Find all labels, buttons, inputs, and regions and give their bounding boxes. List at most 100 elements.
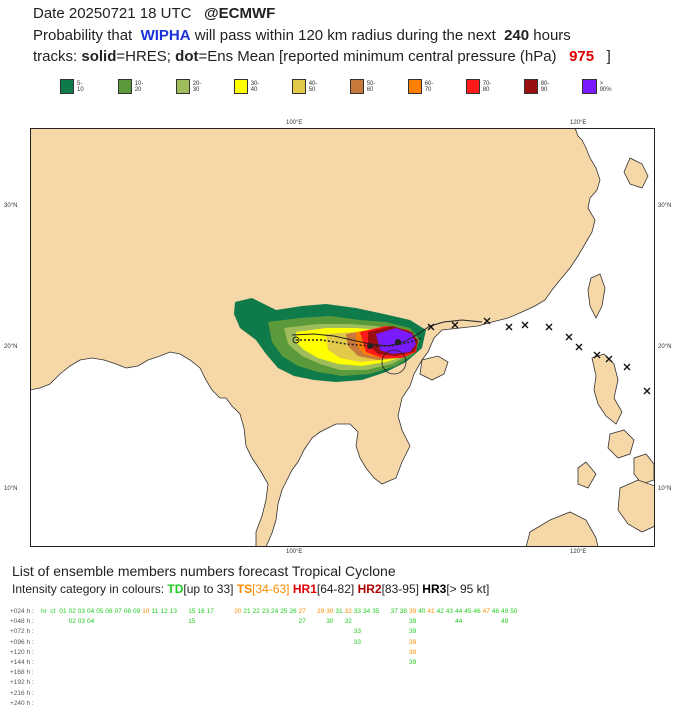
- legend-item: 10-20: [118, 79, 147, 94]
- member-cell: 29: [317, 608, 325, 615]
- row-label: +120 h :: [10, 648, 34, 656]
- lon-tick-top-120: 120°E: [570, 120, 587, 126]
- member-cell: 48: [491, 608, 500, 615]
- legend-item: 5-10: [60, 79, 87, 94]
- member-cell: 11: [151, 608, 159, 615]
- storm-marker: [593, 351, 601, 359]
- ts-label: TS: [236, 582, 253, 596]
- hr2-label: HR2: [357, 582, 382, 596]
- member-cell: 21: [243, 608, 251, 615]
- storm-marker: [451, 321, 459, 329]
- member-cell: 17: [206, 608, 214, 615]
- member-cell: 12: [160, 608, 168, 615]
- probability-map: 100°E 120°E 100°E 120°E 30°N 20°N 10°N 3…: [4, 120, 671, 555]
- td-range: [up to 33]: [183, 582, 234, 596]
- dot-desc: =Ens Mean [reported minimum central pres…: [198, 48, 557, 65]
- legend-swatch: [176, 79, 190, 94]
- row-label: +072 h :: [10, 628, 34, 636]
- member-cell: 42: [436, 608, 444, 615]
- intensity-legend: Intensity category in colours: TD[up to …: [12, 582, 489, 596]
- prob-mid: will pass within 120 km radius during th…: [194, 27, 496, 44]
- member-cell: 23: [261, 608, 270, 615]
- member-cell: 34: [363, 608, 371, 615]
- member-cell: 04: [87, 608, 95, 615]
- member-cell: 45: [464, 608, 472, 615]
- prob-prefix: Probability that: [33, 27, 133, 44]
- pressure-value: 975: [569, 48, 595, 65]
- member-cell: 01: [59, 608, 67, 615]
- member-cell: 49: [501, 618, 509, 626]
- storm-name: WIPHA: [140, 27, 191, 44]
- hours-suffix: hours: [533, 27, 571, 44]
- hainan-island: [419, 355, 449, 381]
- member-cell: 31: [335, 608, 343, 615]
- member-cell: 44: [455, 608, 463, 615]
- row-label: +048 h :: [10, 618, 34, 626]
- member-cell: 04: [87, 618, 95, 626]
- member-cell: 47: [482, 608, 490, 615]
- member-cell: 46: [473, 608, 481, 615]
- legend-label: 30-40: [250, 80, 260, 93]
- storm-marker: [643, 387, 651, 395]
- member-cell: 41: [427, 608, 435, 615]
- member-cell: 09: [133, 608, 141, 615]
- storm-marker: [565, 333, 573, 341]
- lon-tick-top-100: 100°E: [286, 120, 303, 126]
- legend-item: 50-60: [350, 79, 379, 94]
- row-label: +216 h :: [10, 689, 34, 697]
- storm-marker: [623, 363, 631, 371]
- close-bracket: ]: [606, 48, 611, 65]
- legend-label: 10-20: [134, 80, 144, 93]
- date-value: 20250721: [68, 5, 136, 22]
- storm-marker: [575, 343, 583, 351]
- member-cell: 32: [344, 618, 352, 626]
- hres-start-marker: [292, 336, 300, 344]
- tracks-prefix: tracks:: [33, 48, 78, 65]
- taiwan-island: [587, 273, 606, 319]
- legend-label: 60-70: [424, 80, 434, 93]
- mindanao-island: [617, 479, 655, 533]
- legend-label: 5-10: [77, 80, 84, 93]
- luzon-island: [591, 353, 623, 425]
- member-cell: 49: [501, 608, 509, 615]
- legend-swatch: [582, 79, 597, 94]
- member-cell: hr: [41, 608, 47, 615]
- legend-item: 80-90: [524, 79, 553, 94]
- member-cell: 38: [399, 608, 408, 615]
- row-label: +144 h :: [10, 658, 34, 666]
- map-frame: [30, 128, 655, 547]
- south-korea-island: [623, 157, 649, 189]
- member-cell: 02: [68, 608, 76, 615]
- member-cell: 33: [353, 608, 362, 615]
- source-label: @ECMWF: [203, 5, 276, 22]
- member-cell: 32: [344, 608, 352, 615]
- lon-tick-bottom-120: 120°E: [570, 549, 587, 555]
- legend-swatch: [466, 79, 480, 94]
- row-label: +192 h :: [10, 679, 34, 687]
- member-cell: 15: [188, 608, 196, 615]
- header-line-1: Date 20250721 18 UTC @ECMWF: [33, 3, 275, 25]
- legend-label: 40-50: [308, 80, 318, 93]
- member-cell: 35: [372, 608, 380, 615]
- solid-label: solid: [81, 48, 117, 65]
- borneo-island: [525, 511, 599, 547]
- legend-label: 50-60: [366, 80, 376, 93]
- storm-position-markers: [427, 317, 651, 395]
- lon-tick-bottom-100: 100°E: [286, 549, 303, 555]
- member-cell: 02: [68, 618, 76, 626]
- member-cell: 39: [409, 618, 417, 626]
- member-cell: 30: [326, 618, 334, 626]
- legend-item: 20-30: [176, 79, 205, 94]
- member-cell: 24: [271, 608, 279, 615]
- member-cell: 40: [418, 608, 426, 615]
- member-cell: 10: [142, 608, 150, 615]
- track-loop: [381, 349, 407, 375]
- member-cell: 30: [326, 608, 334, 615]
- lat-tick-right-10: 10°N: [658, 486, 672, 492]
- ens-mean-track-line: [296, 337, 423, 347]
- legend-label: > 90%: [599, 80, 612, 93]
- lat-tick-right-20: 20°N: [658, 344, 672, 350]
- hr1-label: HR1: [292, 582, 317, 596]
- legend-item: 60-70: [408, 79, 437, 94]
- row-label: +096 h :: [10, 638, 34, 646]
